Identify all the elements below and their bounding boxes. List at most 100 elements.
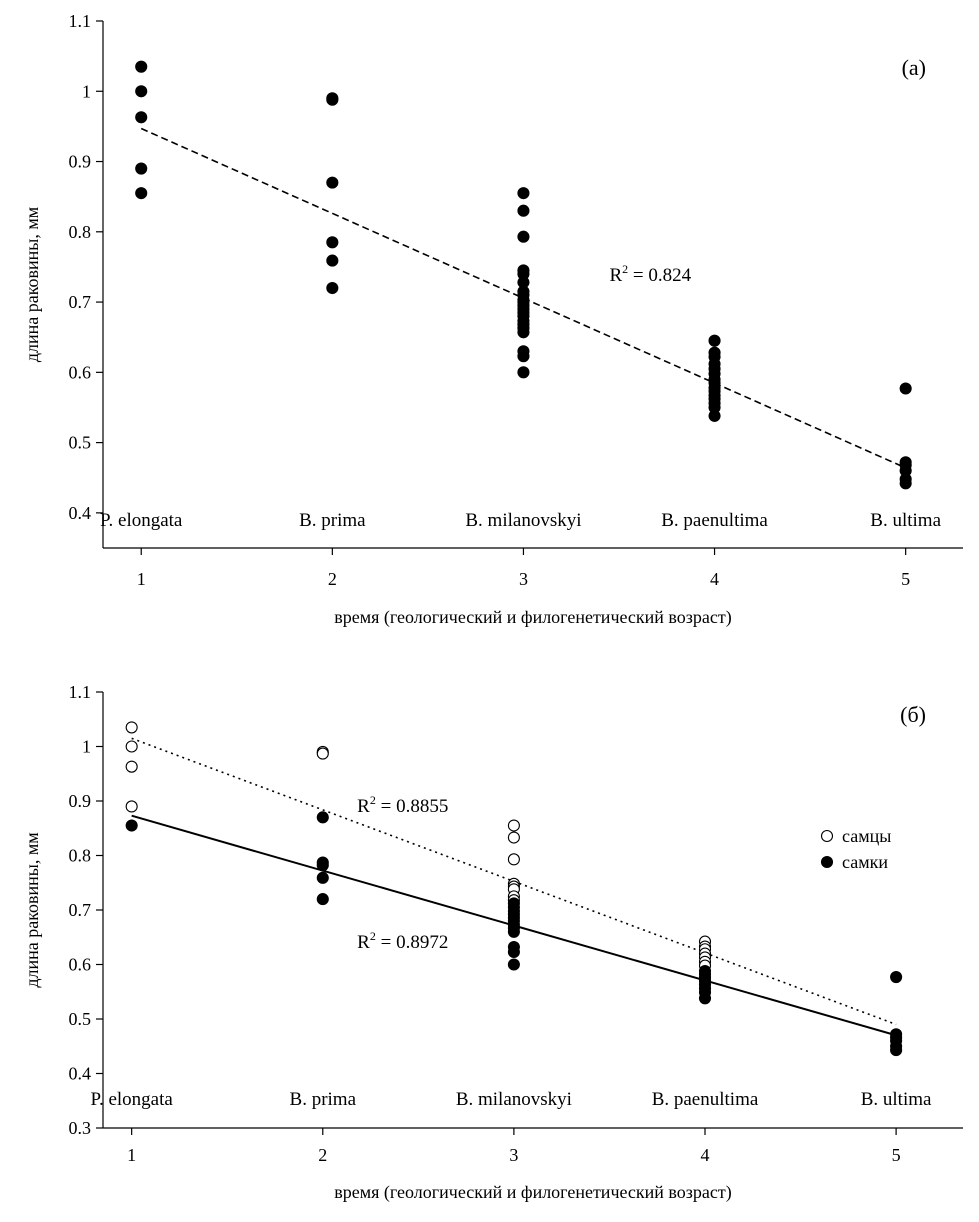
panel-a-chart: 0.4 0.5 0.6 0.7 0.8 0.9 1 1.1 1 2 3 4 5 время (геолог… bbox=[22, 11, 963, 628]
open-point bbox=[507, 853, 520, 866]
filled-point bbox=[135, 187, 148, 200]
filled-point bbox=[708, 409, 721, 422]
r2-value: = 0.8855 bbox=[376, 796, 448, 817]
r2-symbol: R bbox=[357, 796, 370, 817]
open-point bbox=[507, 819, 520, 832]
r2-value: = 0.8972 bbox=[376, 932, 448, 953]
category-label: B. paenultima bbox=[652, 1089, 759, 1110]
filled-point bbox=[135, 60, 148, 73]
filled-point bbox=[326, 254, 339, 267]
y-tick-label: 0.8 bbox=[69, 846, 92, 866]
open-point bbox=[125, 740, 138, 753]
y-tick-label: 0.7 bbox=[69, 900, 92, 920]
filled-point bbox=[890, 1044, 903, 1057]
panel-label: (б) bbox=[900, 702, 926, 727]
filled-point bbox=[517, 366, 530, 379]
filled-point bbox=[135, 111, 148, 124]
category-label: B. ultima bbox=[861, 1089, 932, 1110]
category-label: B. prima bbox=[299, 510, 366, 531]
y-axis-label: длина раковины, мм bbox=[22, 832, 42, 987]
filled-point bbox=[899, 382, 912, 395]
filled-point bbox=[326, 236, 339, 249]
x-tick-label: 2 bbox=[318, 1145, 327, 1165]
x-tick-label: 2 bbox=[328, 569, 337, 589]
legend-label: самцы bbox=[842, 826, 891, 846]
panel-b-chart: 0.3 0.4 0.5 0.6 0.7 0.8 0.9 1 1.1 1 2 3 4 5 время (гео… bbox=[22, 682, 963, 1203]
y-tick-label: 1 bbox=[82, 737, 91, 757]
category-label: P. elongata bbox=[100, 510, 183, 531]
category-label: B. milanovskyi bbox=[465, 510, 581, 531]
y-tick-label: 0.9 bbox=[69, 791, 92, 811]
filled-point bbox=[135, 162, 148, 175]
x-tick-label: 1 bbox=[127, 1145, 136, 1165]
x-tick-label: 1 bbox=[137, 569, 146, 589]
y-tick-label: 0.7 bbox=[69, 292, 92, 312]
r2-annotation: R2 = 0.8972 bbox=[357, 929, 448, 953]
category-label: B. milanovskyi bbox=[456, 1089, 572, 1110]
y-tick-label: 1.1 bbox=[69, 11, 92, 31]
filled-point bbox=[517, 230, 530, 243]
filled-point bbox=[316, 859, 329, 872]
x-tick-label: 4 bbox=[701, 1145, 710, 1165]
x-tick-label: 3 bbox=[509, 1145, 518, 1165]
r2-superscript: 2 bbox=[370, 929, 376, 943]
filled-point bbox=[326, 281, 339, 295]
panel-label: (a) bbox=[902, 55, 926, 80]
open-point bbox=[507, 831, 520, 844]
x-tick-label: 4 bbox=[710, 569, 719, 589]
r2-value: = 0.824 bbox=[628, 265, 691, 286]
filled-point bbox=[517, 187, 530, 200]
open-point bbox=[125, 721, 138, 734]
r2-symbol: R bbox=[609, 265, 622, 286]
category-label: B. paenultima bbox=[661, 510, 768, 531]
x-axis-label: время (геологический и филогенетический … bbox=[334, 607, 732, 628]
category-label: B. ultima bbox=[870, 510, 941, 531]
x-tick-label: 3 bbox=[519, 569, 528, 589]
r2-superscript: 2 bbox=[622, 262, 628, 276]
r2-annotation: R2 = 0.8855 bbox=[357, 793, 448, 817]
filled-point bbox=[899, 477, 912, 490]
filled-point bbox=[698, 992, 712, 1005]
filled-point bbox=[316, 871, 329, 884]
r2-superscript: 2 bbox=[370, 793, 376, 807]
y-tick-label: 0.6 bbox=[69, 955, 92, 975]
y-tick-label: 1 bbox=[82, 81, 91, 101]
filled-point bbox=[507, 945, 520, 959]
y-tick-label: 0.5 bbox=[69, 1009, 92, 1029]
filled-point bbox=[316, 893, 329, 906]
y-tick-label: 0.4 bbox=[69, 1064, 92, 1084]
x-axis-label: время (геологический и филогенетический … bbox=[334, 1182, 732, 1203]
filled-point bbox=[507, 958, 520, 971]
filled-point bbox=[708, 334, 721, 347]
filled-point bbox=[125, 819, 138, 832]
filled-point bbox=[507, 925, 520, 938]
filled-point bbox=[517, 326, 530, 339]
filled-point bbox=[316, 811, 329, 824]
open-point bbox=[125, 800, 138, 813]
filled-point bbox=[517, 350, 530, 363]
filled-point bbox=[326, 93, 339, 106]
legend-marker bbox=[820, 829, 834, 843]
filled-point bbox=[517, 204, 530, 217]
category-label: B. prima bbox=[290, 1089, 357, 1110]
r2-annotation: R2 = 0.824 bbox=[609, 262, 691, 286]
y-tick-label: 0.5 bbox=[69, 433, 92, 453]
filled-point bbox=[326, 176, 339, 189]
y-tick-label: 0.4 bbox=[69, 503, 92, 523]
r2-symbol: R bbox=[357, 932, 370, 953]
filled-point bbox=[135, 85, 148, 98]
open-point bbox=[316, 747, 329, 760]
open-point bbox=[125, 760, 138, 773]
y-axis-label: длина раковины, мм bbox=[22, 207, 42, 362]
y-tick-label: 0.3 bbox=[69, 1118, 92, 1138]
y-tick-label: 0.9 bbox=[69, 152, 92, 172]
y-tick-label: 0.8 bbox=[69, 222, 92, 242]
y-tick-label: 0.6 bbox=[69, 362, 92, 382]
filled-point bbox=[890, 970, 903, 984]
x-tick-label: 5 bbox=[901, 569, 910, 589]
x-tick-label: 5 bbox=[892, 1145, 901, 1165]
category-label: P. elongata bbox=[91, 1089, 174, 1110]
y-tick-label: 1.1 bbox=[69, 682, 92, 702]
legend-label: самки bbox=[842, 852, 888, 872]
